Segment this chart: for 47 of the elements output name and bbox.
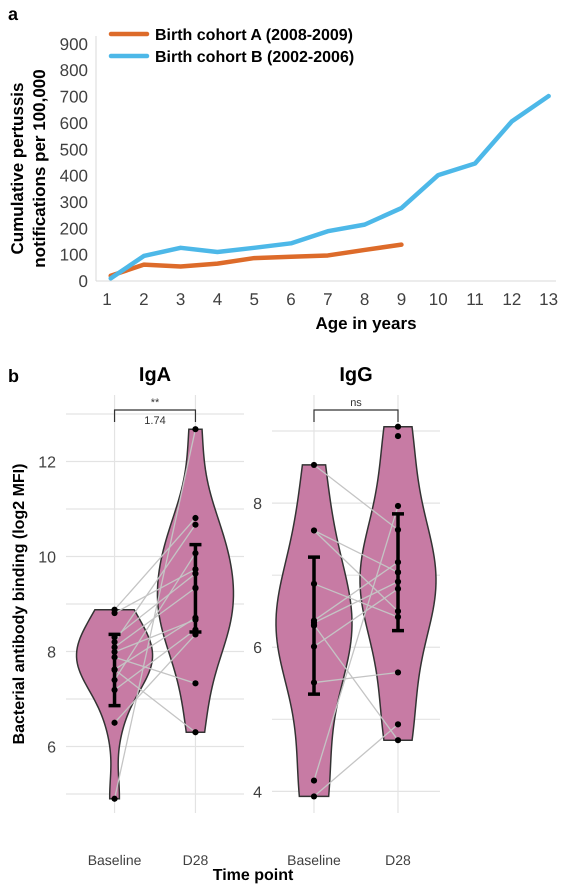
x-tick-label: 12 bbox=[502, 290, 522, 309]
annotation: 1.74 bbox=[144, 415, 166, 427]
x-tick-label: D28 bbox=[182, 852, 209, 868]
x-tick-label: 7 bbox=[323, 290, 333, 309]
x-tick-label: D28 bbox=[385, 852, 412, 868]
x-tick-label: 2 bbox=[139, 290, 149, 309]
x-tick-label: 10 bbox=[428, 290, 448, 309]
y-tick-label: 400 bbox=[60, 166, 88, 186]
annotation: ** bbox=[150, 397, 160, 409]
text: b bbox=[8, 366, 19, 386]
y-tick-label: 12 bbox=[38, 454, 56, 472]
x-tick-label: Baseline bbox=[88, 852, 142, 868]
x-tick-label: 3 bbox=[176, 290, 186, 309]
legend-label: Birth cohort B (2002-2006) bbox=[155, 49, 354, 66]
y-axis-title: Bacterial antibody binding (log2 MFI) bbox=[11, 464, 28, 744]
x-tick-label: 4 bbox=[212, 290, 222, 309]
annotation: ns bbox=[350, 397, 362, 409]
y-tick-label: 4 bbox=[253, 784, 262, 802]
y-tick-label: 500 bbox=[60, 140, 88, 160]
y-axis-title: Cumulative pertussis notifications per 100,000 bbox=[8, 69, 49, 268]
y-tick-label: 100 bbox=[60, 246, 88, 265]
y-tick-label: 300 bbox=[60, 192, 88, 212]
y-tick-label: 8 bbox=[47, 644, 56, 662]
x-tick-label: 9 bbox=[396, 290, 406, 309]
y-tick-label: 800 bbox=[60, 61, 88, 80]
x-tick-label: 13 bbox=[539, 290, 558, 309]
x-axis-title: Age in years bbox=[315, 314, 417, 333]
y-tick-label: 900 bbox=[60, 34, 88, 54]
chart-title: IgA bbox=[138, 364, 172, 386]
y-tick-label: 600 bbox=[60, 114, 88, 133]
legend-label: Birth cohort A (2008-2009) bbox=[155, 27, 353, 44]
x-tick-label: 6 bbox=[286, 290, 296, 309]
y-tick-label: 0 bbox=[78, 272, 88, 291]
x-tick-label: 8 bbox=[360, 290, 370, 309]
y-tick-label: 6 bbox=[47, 740, 56, 756]
x-axis-title: Time point bbox=[212, 867, 294, 884]
x-tick-label: Baseline bbox=[287, 852, 342, 868]
y-tick-label: 200 bbox=[60, 219, 88, 238]
y-tick-label: 10 bbox=[38, 550, 56, 566]
x-tick-label: 5 bbox=[250, 290, 259, 309]
x-tick-label: 1 bbox=[102, 290, 112, 309]
text: a bbox=[8, 4, 19, 24]
y-tick-label: 700 bbox=[60, 88, 88, 107]
y-tick-label: 8 bbox=[253, 496, 262, 514]
x-tick-label: 11 bbox=[466, 290, 484, 309]
chart-title: IgG bbox=[339, 364, 373, 386]
y-tick-label: 6 bbox=[253, 640, 262, 658]
